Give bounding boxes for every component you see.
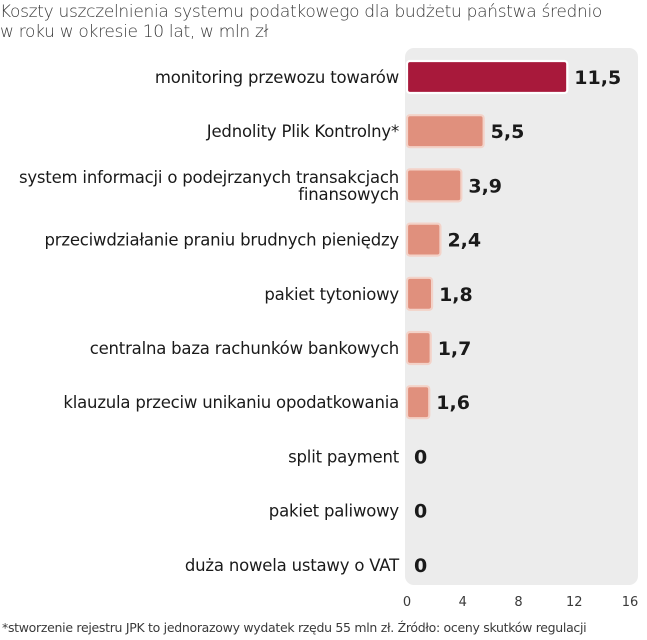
bar-0 bbox=[405, 59, 569, 95]
value-label-9: 0 bbox=[414, 555, 427, 577]
x-tick-label-0: 0 bbox=[403, 595, 411, 610]
bar-chart: monitoring przewozu towarów Jednolity Pli… bbox=[19, 48, 638, 610]
category-label-2-line-0: system informacji o podejrzanych transak… bbox=[19, 168, 399, 187]
value-label-0: 11,5 bbox=[574, 67, 621, 89]
value-label-6: 1,6 bbox=[436, 392, 470, 414]
category-label-1: Jednolity Plik Kontrolny* bbox=[206, 122, 399, 141]
bars-layer bbox=[405, 59, 569, 420]
category-label-2-line-1: finansowych bbox=[298, 185, 399, 204]
bar-5 bbox=[405, 330, 432, 366]
value-label-4: 1,8 bbox=[439, 284, 473, 306]
value-label-7: 0 bbox=[414, 446, 427, 468]
x-axis-ticks-layer: 0 4 8 12 16 bbox=[403, 595, 638, 610]
category-label-0: monitoring przewozu towarów bbox=[155, 68, 399, 87]
category-labels-layer: monitoring przewozu towarów Jednolity Pli… bbox=[19, 68, 400, 575]
category-label-3: przeciwdziałanie praniu brudnych pienięd… bbox=[45, 231, 400, 250]
bar-4 bbox=[405, 276, 434, 311]
bar-2 bbox=[405, 168, 463, 203]
x-tick-label-3: 12 bbox=[566, 595, 583, 610]
category-label-8: pakiet paliwowy bbox=[269, 502, 400, 521]
value-label-8: 0 bbox=[414, 501, 427, 523]
category-label-7: split payment bbox=[288, 447, 400, 466]
category-label-9: duża nowela ustawy o VAT bbox=[185, 556, 400, 575]
x-tick-label-4: 16 bbox=[622, 595, 639, 610]
value-label-2: 3,9 bbox=[468, 175, 502, 197]
footnote: *stworzenie rejestru JPK to jednorazowy … bbox=[2, 620, 587, 635]
value-label-5: 1,7 bbox=[438, 338, 472, 360]
plot-panel bbox=[405, 48, 638, 585]
chart-title: Koszty uszczelnienia systemu podatkowego… bbox=[0, 2, 640, 42]
value-labels-layer: 11,5 5,5 3,9 2,4 1,8 1,7 1,6 0 0 0 bbox=[414, 67, 621, 577]
category-label-4: pakiet tytoniowy bbox=[264, 285, 399, 304]
bar-3 bbox=[405, 222, 442, 257]
chart-title-line-1: Koszty uszczelnienia systemu podatkowego… bbox=[0, 2, 602, 22]
chart-title-line-2: w roku w okresie 10 lat, w mln zł bbox=[0, 22, 269, 42]
category-label-6: klauzula przeciw unikaniu opodatkowania bbox=[63, 393, 399, 412]
x-tick-label-2: 8 bbox=[514, 595, 522, 610]
value-label-1: 5,5 bbox=[491, 121, 525, 143]
value-label-3: 2,4 bbox=[447, 230, 481, 252]
x-tick-label-1: 4 bbox=[459, 595, 467, 610]
bar-6 bbox=[405, 385, 431, 420]
bar-1 bbox=[405, 114, 485, 149]
category-label-5: centralna baza rachunków bankowych bbox=[90, 339, 399, 358]
